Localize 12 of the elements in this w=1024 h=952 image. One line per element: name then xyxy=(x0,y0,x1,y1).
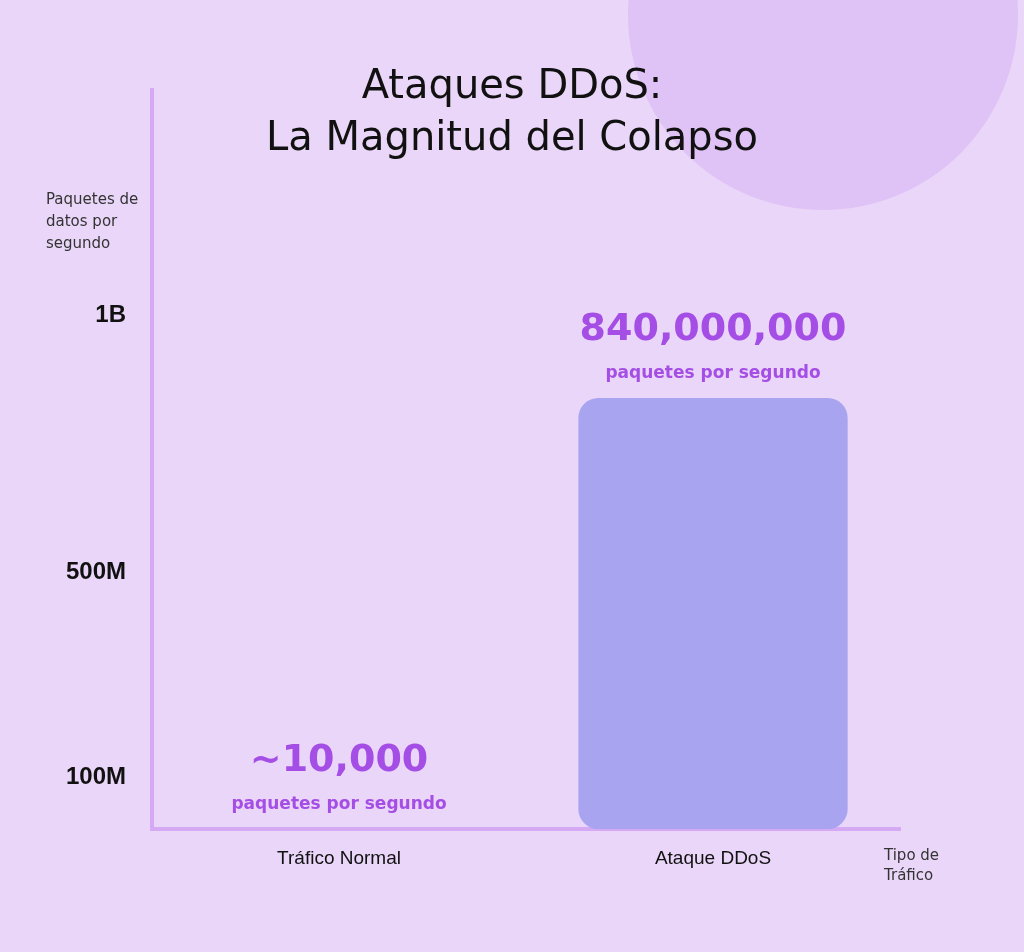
y-tick-label: 1B xyxy=(95,300,127,328)
annotation: paquetes por segundo xyxy=(231,793,447,814)
x-tick-label: Tráfico Normal xyxy=(277,846,401,868)
chart-title: Ataques DDoS: La Magnitud del Colapso xyxy=(264,60,760,161)
data-label: ~10,000 xyxy=(249,736,429,781)
x-tick-label: Ataque DDoS xyxy=(654,846,772,868)
y-tick-label: 500M xyxy=(65,557,127,585)
annotation: paquetes por segundo xyxy=(605,362,821,382)
y-tick-label: 100M xyxy=(65,762,127,790)
x-axis-title: Tipo de Tráfico xyxy=(884,845,941,885)
y-axis-title: Paquetes de datos por segundo xyxy=(46,189,140,254)
data-label: 840,000,000 xyxy=(579,305,847,349)
